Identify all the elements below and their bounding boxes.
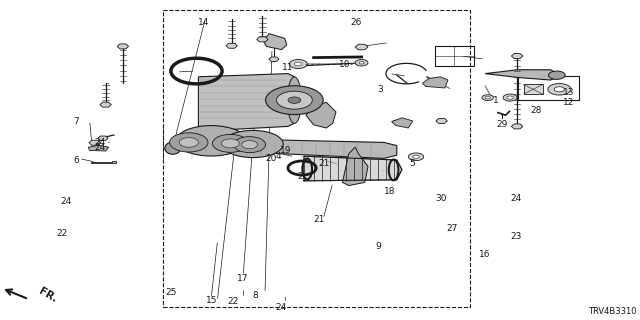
Ellipse shape — [223, 131, 283, 158]
Text: 7: 7 — [74, 117, 79, 126]
Polygon shape — [289, 60, 307, 68]
Text: TRV4B3310: TRV4B3310 — [588, 307, 637, 316]
Ellipse shape — [176, 126, 246, 156]
Text: 17: 17 — [237, 274, 248, 283]
Text: 2: 2 — [298, 172, 303, 180]
Text: 14: 14 — [198, 18, 210, 27]
Polygon shape — [359, 61, 364, 64]
Polygon shape — [198, 74, 294, 131]
Polygon shape — [413, 155, 419, 158]
Polygon shape — [304, 156, 402, 181]
Text: 3: 3 — [378, 85, 383, 94]
Text: 9: 9 — [376, 242, 381, 251]
Polygon shape — [89, 140, 100, 145]
Text: 4: 4 — [275, 152, 281, 161]
Circle shape — [170, 133, 208, 152]
Polygon shape — [482, 95, 493, 100]
Bar — [163, 10, 470, 307]
Text: 24: 24 — [95, 138, 106, 147]
Text: 30: 30 — [435, 194, 447, 203]
Text: 6: 6 — [74, 156, 79, 164]
Polygon shape — [342, 147, 368, 186]
Text: 10: 10 — [339, 60, 351, 68]
Polygon shape — [355, 44, 368, 50]
Polygon shape — [257, 37, 268, 42]
Text: 20: 20 — [266, 154, 277, 163]
Circle shape — [554, 87, 564, 92]
Text: 21: 21 — [319, 159, 330, 168]
Text: 15: 15 — [206, 296, 218, 305]
Text: 24: 24 — [511, 194, 522, 203]
Polygon shape — [507, 96, 513, 99]
Text: FR.: FR. — [37, 286, 59, 304]
Polygon shape — [100, 102, 111, 107]
Polygon shape — [294, 62, 302, 66]
Circle shape — [548, 71, 565, 79]
Text: 16: 16 — [479, 250, 490, 259]
Bar — [435, 46, 474, 66]
Text: 25: 25 — [165, 288, 177, 297]
Text: 21: 21 — [314, 215, 325, 224]
Polygon shape — [355, 60, 368, 66]
Text: 24: 24 — [61, 197, 72, 206]
Polygon shape — [269, 57, 279, 61]
Polygon shape — [306, 102, 336, 128]
Circle shape — [179, 138, 198, 147]
Polygon shape — [98, 136, 108, 140]
Circle shape — [548, 84, 571, 95]
Polygon shape — [422, 77, 448, 88]
Polygon shape — [392, 118, 413, 128]
Polygon shape — [503, 94, 517, 101]
Text: 12: 12 — [563, 98, 575, 107]
Ellipse shape — [287, 77, 301, 123]
Polygon shape — [485, 96, 490, 99]
Circle shape — [242, 140, 258, 148]
Polygon shape — [173, 138, 397, 158]
Polygon shape — [226, 43, 237, 48]
Text: 23: 23 — [511, 232, 522, 241]
Text: 24: 24 — [95, 143, 106, 152]
Polygon shape — [511, 124, 523, 129]
Text: 8: 8 — [253, 292, 259, 300]
Bar — [524, 84, 543, 94]
Bar — [518, 76, 579, 100]
Circle shape — [212, 134, 248, 152]
Text: 26: 26 — [351, 18, 362, 27]
Text: 11: 11 — [282, 63, 293, 72]
Polygon shape — [91, 161, 116, 163]
Text: 18: 18 — [384, 188, 396, 196]
Polygon shape — [88, 145, 109, 151]
Polygon shape — [117, 44, 129, 49]
Text: 22: 22 — [56, 229, 68, 238]
Text: 1: 1 — [493, 96, 499, 105]
Circle shape — [288, 97, 301, 103]
Text: 28: 28 — [530, 106, 541, 115]
Text: 5: 5 — [410, 159, 415, 168]
Circle shape — [276, 91, 312, 109]
Text: 24: 24 — [275, 303, 287, 312]
Text: 22: 22 — [227, 297, 239, 306]
Circle shape — [234, 137, 266, 153]
Polygon shape — [485, 70, 558, 80]
Text: 27: 27 — [447, 224, 458, 233]
Text: 13: 13 — [563, 88, 575, 97]
Circle shape — [266, 86, 323, 115]
Circle shape — [221, 139, 239, 148]
Text: 19: 19 — [280, 146, 291, 155]
Polygon shape — [436, 118, 447, 124]
Polygon shape — [264, 34, 287, 50]
Ellipse shape — [165, 142, 181, 154]
Text: 29: 29 — [496, 120, 508, 129]
Polygon shape — [408, 153, 424, 161]
Polygon shape — [511, 53, 523, 59]
